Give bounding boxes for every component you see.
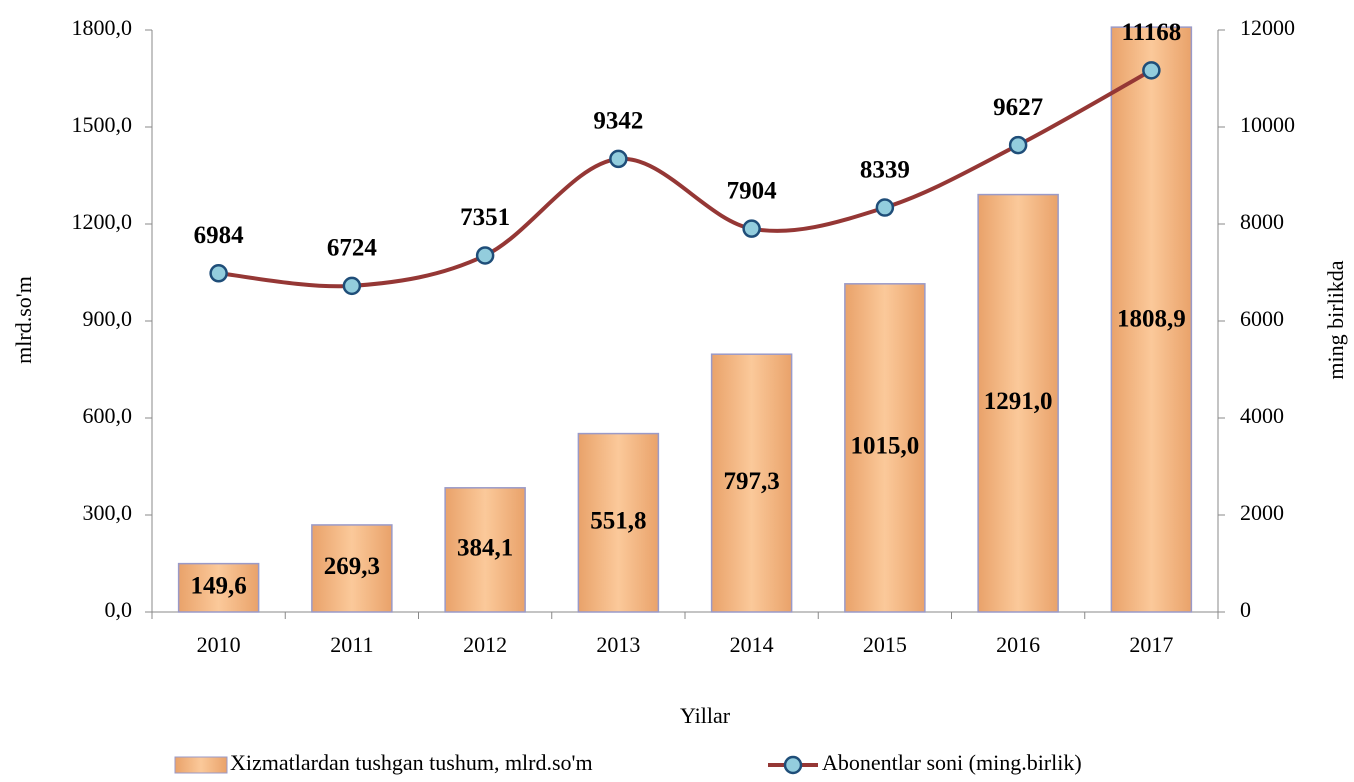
line-marker [209,264,228,283]
line-marker [609,149,628,169]
y2-axis-title: ming birlikda [1323,260,1348,379]
y2-tick-label: 0 [1240,597,1251,622]
bar [311,524,393,613]
bar [710,353,793,613]
y-tick-label: 1800,0 [72,15,133,40]
x-axis-title: Yillar [680,703,731,728]
bar-value-label: 269,3 [324,553,380,580]
y-axis-title: mlrd.so'm [11,276,36,364]
y-tick-label: 1200,0 [72,209,133,234]
legend-swatch [174,756,228,774]
x-tick-label: 2011 [330,632,373,657]
bar-value-label: 551,8 [590,508,646,535]
bar-value-label: 384,1 [457,535,513,562]
y2-tick-label: 8000 [1240,209,1284,234]
x-tick-label: 2015 [863,632,907,657]
line-marker [742,219,761,238]
line-value-label: 11168 [1122,19,1182,46]
line-marker [1142,61,1161,80]
y2-tick-label: 6000 [1240,306,1284,331]
line-marker [342,276,362,296]
y2-tick-label: 2000 [1240,500,1284,525]
line-marker [475,246,495,265]
bar [844,283,926,613]
line-value-label: 9627 [993,94,1043,121]
line-value-label: 9342 [593,108,643,135]
bar-value-label: 1808,9 [1117,306,1186,333]
y-tick-label: 0,0 [105,597,133,622]
line [218,68,1153,289]
line-value-label: 6724 [327,235,378,262]
bar [444,487,526,613]
bar-value-label: 149,6 [191,573,247,600]
line-value-label: 7904 [727,177,778,204]
line-value-label: 6984 [194,222,245,249]
plot-area [177,26,1193,613]
x-tick-label: 2017 [1129,632,1173,657]
y2-tick-label: 12000 [1240,15,1295,40]
legend-label: Xizmatlardan tushgan tushum, mlrd.so'm [230,750,593,775]
bar-value-label: 1291,0 [984,388,1053,415]
line-marker [875,198,895,217]
x-tick-label: 2013 [596,632,640,657]
line-marker [1008,135,1028,155]
x-tick-label: 2014 [730,632,774,657]
x-tick-label: 2016 [996,632,1040,657]
x-tick-label: 2010 [197,632,241,657]
y-tick-label: 600,0 [83,403,133,428]
y2-tick-label: 10000 [1240,112,1295,137]
legend-label: Abonentlar soni (ming.birlik) [822,750,1082,775]
x-tick-label: 2012 [463,632,507,657]
line-value-label: 7351 [460,204,510,231]
y-tick-label: 300,0 [83,500,133,525]
legend-marker [783,755,803,775]
bar [577,432,660,613]
bar-value-label: 797,3 [724,468,780,495]
y2-tick-label: 4000 [1240,403,1284,428]
y-tick-label: 1500,0 [72,112,133,137]
line-value-label: 8339 [860,156,910,183]
bar [177,562,260,613]
bar [977,193,1059,613]
y-tick-label: 900,0 [83,306,133,331]
bar-value-label: 1015,0 [851,433,920,460]
bar [1110,26,1193,613]
